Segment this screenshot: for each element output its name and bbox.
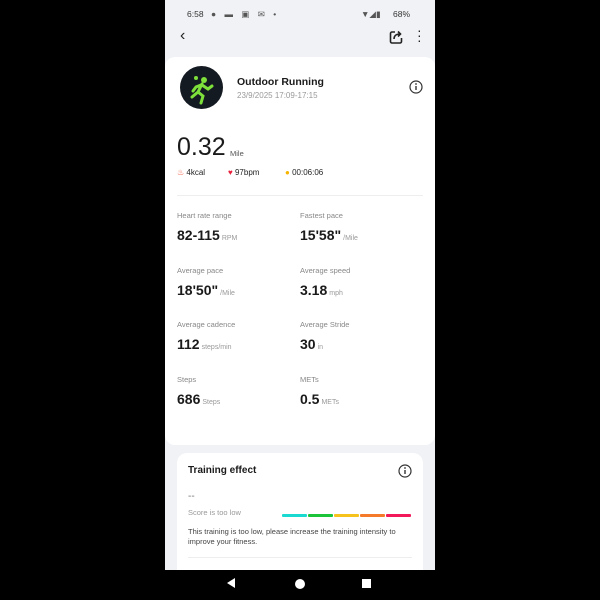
calories-stat: ♨ 4kcal (177, 168, 205, 177)
distance-unit: Mile (230, 149, 244, 158)
stat-unit: steps/min (201, 344, 232, 351)
stat-item: Average cadence 112 steps/min (177, 320, 235, 354)
stat-item: Average Stride 30 in (300, 320, 349, 354)
info-icon[interactable] (409, 80, 423, 94)
score-label: Score is too low (188, 508, 241, 517)
stat-label: Steps (177, 374, 197, 384)
more-options-button[interactable]: · · · (417, 23, 422, 47)
scale-segment (282, 514, 307, 517)
status-time: 6:58 (187, 9, 204, 19)
calories-value: 4kcal (186, 168, 206, 177)
scale-segment (360, 514, 385, 517)
more-vertical-icon: · · · (417, 22, 422, 48)
stat-label: Average Stride (300, 320, 350, 329)
training-effect-title: Training effect (188, 465, 257, 476)
navigation-bar (165, 570, 435, 600)
notification-icons: ● ▬ ▣ ✉ • (211, 9, 280, 19)
scale-segment (334, 514, 359, 517)
battery-level: 68% (393, 9, 411, 19)
stat-item: METs 0.5 METs (300, 375, 339, 409)
workout-summary-card: Outdoor Running 23/9/2025 17:09-17:15 0.… (165, 57, 435, 445)
training-message: This training is too low, please increas… (188, 527, 396, 546)
scale-segment (386, 514, 411, 517)
stat-unit: Steps (202, 398, 221, 406)
workout-title: Outdoor Running (237, 76, 324, 88)
flame-icon: ♨ (177, 168, 185, 177)
stat-unit: METs (321, 398, 339, 406)
back-button[interactable]: ‹ (180, 27, 185, 45)
nav-back-button[interactable] (227, 578, 235, 588)
stat-label: Heart rate range (177, 211, 232, 220)
heart-rate-stat: ♥ 97bpm (228, 168, 259, 177)
nav-recents-button[interactable] (362, 579, 371, 588)
stat-value: 3.18 (300, 281, 328, 298)
divider (188, 557, 412, 558)
duration-stat: ● 00:06:06 (285, 168, 323, 177)
stat-item: Average speed 3.18 mph (300, 266, 350, 300)
stat-label: Fastest pace (300, 211, 343, 220)
training-score: -- (188, 491, 195, 502)
wifi-signal-battery-icons: ▼◢▮ (361, 9, 381, 19)
stat-value: 15'58" (300, 227, 342, 243)
stat-value: 18'50" (177, 281, 219, 298)
heart-icon: ♥ (228, 168, 233, 177)
duration-value: 00:06:06 (292, 168, 324, 177)
stat-label: Average cadence (177, 320, 236, 329)
stat-item: Steps 686 Steps (177, 375, 220, 409)
stat-label: METs (300, 374, 319, 384)
stat-label: Average pace (177, 265, 224, 275)
running-icon (180, 66, 223, 109)
nav-home-button[interactable] (295, 579, 305, 589)
heart-rate-value: 97bpm (234, 168, 260, 177)
stat-value: 686 (177, 390, 201, 407)
stat-label: Average speed (300, 265, 351, 275)
training-scale-bar (282, 514, 411, 517)
stat-unit: /Mile (220, 289, 235, 297)
stat-unit: /Mile (343, 235, 358, 242)
stat-value: 82-115 (177, 227, 220, 243)
info-icon[interactable] (398, 464, 412, 478)
divider (177, 195, 423, 196)
training-effect-card: Training effect -- Score is too low This… (177, 453, 423, 583)
stat-item: Fastest pace 15'58"/Mile (300, 211, 358, 245)
stat-unit: RPM (221, 235, 238, 242)
chevron-left-icon: ‹ (180, 27, 186, 44)
stat-item: Average pace 18'50"/Mile (177, 266, 235, 300)
stat-unit: mph (329, 289, 343, 297)
scale-segment (308, 514, 333, 517)
stat-unit: in (317, 344, 324, 351)
stat-value: 30 (300, 336, 316, 352)
stat-item: Heart rate range 82-115 RPM (177, 211, 237, 245)
phone-screen: 6:58 ● ▬ ▣ ✉ • ▼◢▮ 68% ‹ · · · Outdoor Run… (165, 0, 435, 600)
workout-datetime: 23/9/2025 17:09-17:15 (237, 91, 318, 100)
distance-value: 0.32 (177, 133, 226, 161)
stat-value: 112 (177, 336, 200, 352)
clock-icon: ● (285, 168, 290, 177)
share-icon[interactable] (389, 30, 403, 44)
stat-value: 0.5 (300, 390, 320, 407)
